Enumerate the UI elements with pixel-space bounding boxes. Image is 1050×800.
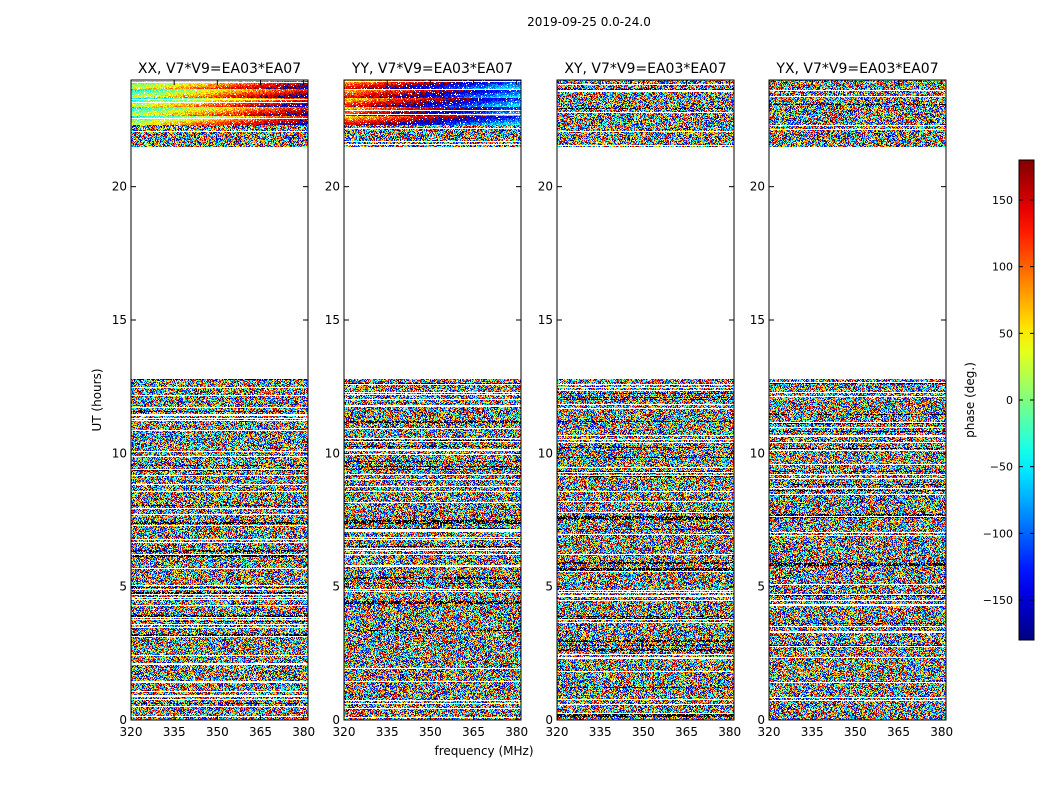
x-tick-label: 380 (930, 725, 953, 739)
panel-frame (343, 79, 522, 721)
x-tick-label: 365 (249, 725, 272, 739)
x-tick-label: 335 (163, 725, 186, 739)
phase-heatmap-image (769, 80, 946, 720)
phase-heatmap-image (344, 80, 521, 720)
x-tick-label: 365 (462, 725, 485, 739)
x-tick-label: 335 (589, 725, 612, 739)
panel-xx: XX, V7*V9=EA03*EA07 320 335 350 365 380 0 5 10 15… (112, 61, 315, 739)
colorbar-tick-label: 150 (992, 194, 1013, 207)
colorbar-tick-label: −50 (990, 461, 1013, 474)
x-tick-label: 350 (632, 725, 655, 739)
y-tick-label: 20 (325, 180, 340, 194)
x-tick-label: 350 (844, 725, 867, 739)
y-tick-label: 0 (757, 713, 765, 727)
figure-suptitle: 2019-09-25 0.0-24.0 (527, 15, 651, 29)
colorbar-gradient (1019, 160, 1034, 640)
x-tick-label: 320 (120, 725, 143, 739)
y-tick-label: 0 (332, 713, 340, 727)
y-tick-label: 5 (757, 580, 765, 594)
panel-yx: YX, V7*V9=EA03*EA07 320 335 350 365 380 0 5 10 15… (750, 61, 953, 739)
x-tick-label: 365 (887, 725, 910, 739)
y-tick-label: 0 (545, 713, 553, 727)
x-tick-label: 380 (505, 725, 528, 739)
x-axis-label: frequency (MHz) (434, 744, 533, 758)
x-tick-label: 380 (292, 725, 315, 739)
panel-title: YY, V7*V9=EA03*EA07 (351, 61, 513, 77)
x-tick-label: 335 (376, 725, 399, 739)
colorbar-tick-label: 50 (999, 327, 1013, 340)
colorbar-tick-label: −150 (983, 594, 1013, 607)
y-tick-label: 15 (325, 313, 340, 327)
panels-group: XX, V7*V9=EA03*EA07 320 335 350 365 380 0 5 10 15… (112, 61, 953, 739)
phase-heatmap-image (557, 80, 734, 720)
y-tick-label: 10 (112, 446, 127, 460)
colorbar-tick-label: 100 (992, 261, 1013, 274)
y-tick-label: 5 (119, 580, 127, 594)
panel-title: YX, V7*V9=EA03*EA07 (775, 61, 938, 77)
panel-xy: XY, V7*V9=EA03*EA07 320 335 350 365 380 0 5 10 15… (538, 61, 741, 739)
panel-yy: YY, V7*V9=EA03*EA07 320 335 350 365 380 0 5 10 15… (325, 61, 528, 739)
y-tick-label: 20 (750, 180, 765, 194)
colorbar-label: phase (deg.) (963, 362, 977, 438)
colorbar: −150 −100 −50 0 50 100 150 phase (deg.) (963, 159, 1035, 641)
x-tick-label: 320 (333, 725, 356, 739)
x-tick-label: 320 (758, 725, 781, 739)
x-tick-label: 320 (546, 725, 569, 739)
y-tick-label: 20 (538, 180, 553, 194)
y-tick-label: 5 (545, 580, 553, 594)
x-tick-label: 350 (419, 725, 442, 739)
panel-frame (556, 79, 735, 721)
panel-frame (768, 79, 947, 721)
panel-frame (130, 79, 309, 721)
y-tick-label: 15 (750, 313, 765, 327)
colorbar-tick-label: −100 (983, 527, 1013, 540)
y-axis-label: UT (hours) (90, 368, 104, 431)
y-tick-label: 5 (332, 580, 340, 594)
y-tick-label: 15 (538, 313, 553, 327)
y-tick-label: 15 (112, 313, 127, 327)
colorbar-tick-label: 0 (1006, 394, 1013, 407)
x-tick-label: 380 (718, 725, 741, 739)
x-tick-label: 365 (675, 725, 698, 739)
y-tick-label: 0 (119, 713, 127, 727)
panel-title: XY, V7*V9=EA03*EA07 (564, 61, 726, 77)
phase-heatmap-image (131, 80, 308, 720)
y-tick-label: 20 (112, 180, 127, 194)
x-tick-label: 350 (206, 725, 229, 739)
panel-title: XX, V7*V9=EA03*EA07 (138, 61, 301, 77)
x-tick-label: 335 (801, 725, 824, 739)
y-tick-label: 10 (325, 446, 340, 460)
y-tick-label: 10 (538, 446, 553, 460)
y-tick-label: 10 (750, 446, 765, 460)
